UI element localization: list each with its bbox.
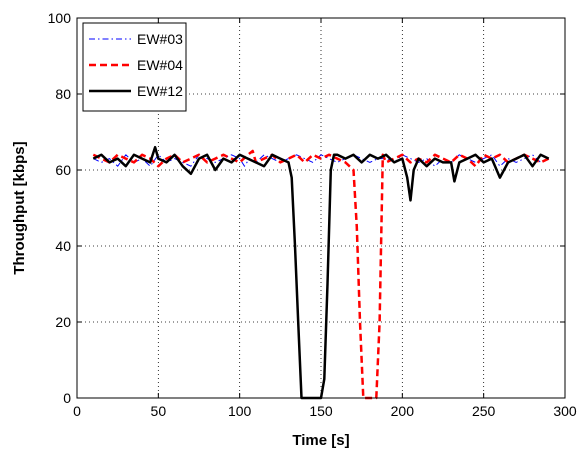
legend-label-0: EW#03 bbox=[137, 31, 183, 47]
x-tick-label-4: 200 bbox=[391, 403, 415, 419]
x-tick-label-5: 250 bbox=[472, 403, 496, 419]
x-tick-label-2: 100 bbox=[228, 403, 252, 419]
x-tick-label-1: 50 bbox=[151, 403, 167, 419]
y-tick-label-4: 80 bbox=[55, 86, 71, 102]
legend-label-1: EW#04 bbox=[137, 57, 183, 73]
x-tick-label-0: 0 bbox=[73, 403, 81, 419]
legend: EW#03 EW#04 EW#12 bbox=[82, 22, 187, 112]
y-tick-label-3: 60 bbox=[55, 162, 71, 178]
y-tick-label-5: 100 bbox=[48, 10, 72, 26]
series-layer bbox=[92, 145, 550, 400]
y-tick-label-0: 0 bbox=[63, 390, 71, 406]
legend-box bbox=[82, 22, 187, 112]
x-tick-label-3: 150 bbox=[309, 403, 333, 419]
y-tick-label-2: 40 bbox=[55, 238, 71, 254]
legend-label-2: EW#12 bbox=[137, 83, 183, 99]
series-line-2 bbox=[92, 145, 550, 400]
x-axis-label: Time [s] bbox=[292, 432, 349, 449]
series-line-0 bbox=[93, 154, 549, 167]
y-tick-label-1: 20 bbox=[55, 314, 71, 330]
axis-ticks: 0 50 100 150 200 250 300 0 20 40 60 80 100 bbox=[48, 10, 577, 419]
y-axis-label: Throughput [kbps] bbox=[11, 141, 28, 274]
x-tick-label-6: 300 bbox=[553, 403, 577, 419]
grid-lines bbox=[77, 18, 565, 398]
